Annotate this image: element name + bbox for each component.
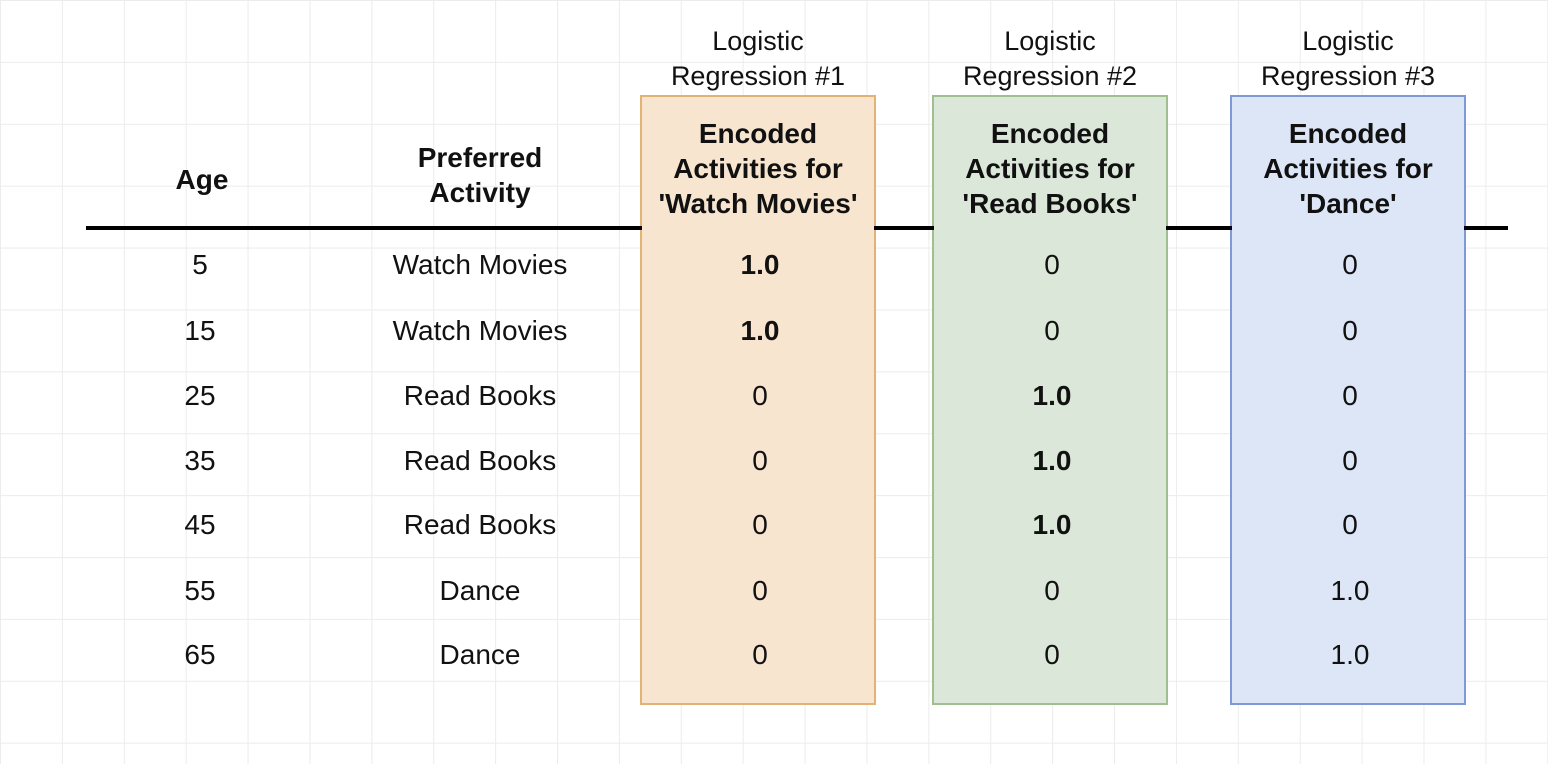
activity-cell: Read Books — [403, 445, 557, 476]
age-cell: 45 — [184, 509, 216, 540]
encoded-value-cell: 1.0 — [740, 315, 780, 346]
encoded-value-cell: 1.0 — [1032, 380, 1072, 411]
encoded-value-cell: 0 — [752, 509, 768, 540]
regression-1-label: Logistic Regression #1 — [670, 26, 846, 91]
encoded-value-cell: 0 — [752, 639, 768, 670]
encoded-value-cell: 0 — [752, 445, 768, 476]
encoded-value-cell: 1.0 — [1330, 575, 1370, 606]
encoded-value-cell: 0 — [1342, 445, 1358, 476]
regression-2-label: Logistic Regression #2 — [962, 26, 1138, 91]
age-cell: 15 — [184, 315, 216, 346]
encoded-value-cell: 1.0 — [740, 249, 780, 280]
encoded-value-cell: 0 — [1342, 249, 1358, 280]
regression-2-column-box — [932, 95, 1168, 705]
regression-1-header: Encoded Activities for 'Watch Movies' — [658, 118, 858, 219]
preferred-activity-header: Preferred Activity — [417, 142, 543, 208]
encoded-value-cell: 0 — [1342, 509, 1358, 540]
encoded-value-cell: 1.0 — [1032, 509, 1072, 540]
encoded-value-cell: 0 — [1044, 575, 1060, 606]
encoded-value-cell: 1.0 — [1330, 639, 1370, 670]
encoded-value-cell: 0 — [1044, 315, 1060, 346]
encoded-value-cell: 0 — [1342, 315, 1358, 346]
encoded-value-cell: 0 — [752, 575, 768, 606]
activity-cell: Dance — [439, 575, 521, 606]
encoded-value-cell: 0 — [1044, 249, 1060, 280]
activity-cell: Watch Movies — [392, 315, 568, 346]
age-header: Age — [175, 164, 229, 195]
age-cell: 5 — [192, 249, 208, 280]
age-cell: 55 — [184, 575, 216, 606]
regression-1-column-box — [640, 95, 876, 705]
regression-3-label: Logistic Regression #3 — [1260, 26, 1436, 91]
regression-3-column-box — [1230, 95, 1466, 705]
age-cell: 65 — [184, 639, 216, 670]
activity-cell: Watch Movies — [392, 249, 568, 280]
age-cell: 25 — [184, 380, 216, 411]
activity-cell: Dance — [439, 639, 521, 670]
encoded-value-cell: 1.0 — [1032, 445, 1072, 476]
regression-3-header: Encoded Activities for 'Dance' — [1263, 118, 1433, 219]
age-cell: 35 — [184, 445, 216, 476]
activity-cell: Read Books — [403, 509, 557, 540]
encoded-value-cell: 0 — [1342, 380, 1358, 411]
regression-2-header: Encoded Activities for 'Read Books' — [962, 118, 1138, 219]
activity-cell: Read Books — [403, 380, 557, 411]
encoded-value-cell: 0 — [1044, 639, 1060, 670]
encoded-value-cell: 0 — [752, 380, 768, 411]
